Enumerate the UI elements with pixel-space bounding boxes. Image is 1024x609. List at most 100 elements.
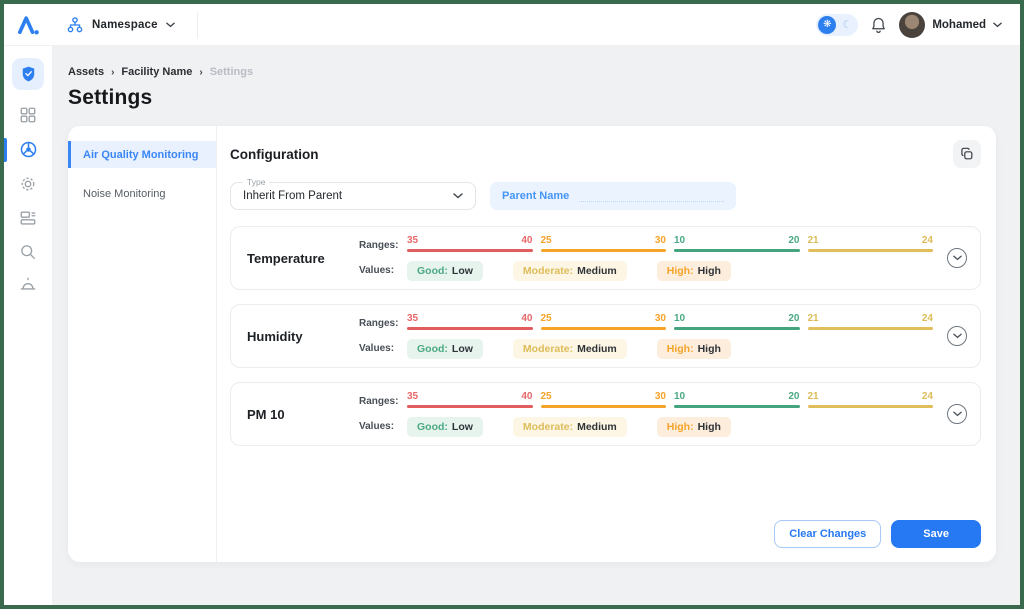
value-chip-moderate: Moderate: Medium bbox=[512, 338, 627, 359]
value-chip-high: High: High bbox=[656, 416, 731, 437]
segment-min: 25 bbox=[540, 312, 552, 324]
shield-icon bbox=[22, 66, 34, 82]
breadcrumb-facility-name[interactable]: Facility Name bbox=[121, 66, 193, 78]
expand-chevron-button[interactable] bbox=[947, 404, 967, 424]
chevron-down-icon bbox=[952, 411, 962, 417]
sidebar-item-assets[interactable] bbox=[4, 138, 52, 162]
top-bar: Namespace ❋ ☾ Mohamed bbox=[4, 4, 1020, 46]
tab-noise-monitoring[interactable]: Noise Monitoring bbox=[83, 187, 166, 200]
namespace-selector[interactable]: Namespace bbox=[52, 11, 198, 38]
chevron-down-icon bbox=[952, 255, 962, 261]
alarm-icon bbox=[20, 277, 36, 290]
segment-max: 20 bbox=[788, 234, 800, 246]
metric-card: Humidity Ranges: 35 40 bbox=[230, 304, 981, 368]
segment-bar bbox=[540, 404, 666, 408]
chip-value: Medium bbox=[577, 342, 617, 355]
save-button[interactable]: Save bbox=[891, 520, 981, 548]
sidebar-item-reports[interactable] bbox=[4, 209, 52, 227]
segment-bar bbox=[540, 326, 666, 330]
type-select-value: Inherit From Parent bbox=[243, 190, 343, 202]
chip-label: High: bbox=[666, 342, 694, 355]
settings-tabs: Air Quality Monitoring Noise Monitoring bbox=[68, 126, 216, 562]
values-label: Values: bbox=[359, 264, 395, 276]
value-chip-moderate: Moderate: Medium bbox=[512, 416, 627, 437]
segment-bar bbox=[540, 248, 666, 252]
segment-min: 10 bbox=[674, 390, 686, 402]
expand-chevron-button[interactable] bbox=[947, 326, 967, 346]
tab-air-quality-monitoring[interactable]: Air Quality Monitoring bbox=[68, 141, 216, 168]
parent-name-value: Parent Name bbox=[502, 190, 570, 202]
ranges-label: Ranges: bbox=[359, 395, 399, 407]
value-chip-high: High: High bbox=[656, 338, 731, 359]
light-theme-sun-icon[interactable]: ❋ bbox=[818, 15, 837, 34]
settings-panel: Air Quality Monitoring Noise Monitoring … bbox=[68, 126, 996, 562]
chevron-down-icon bbox=[952, 333, 962, 339]
chip-value: Low bbox=[451, 420, 473, 433]
segment-max: 30 bbox=[654, 390, 666, 402]
sidebar-item-shield[interactable] bbox=[4, 58, 52, 90]
segment-bar bbox=[674, 404, 800, 408]
chevron-down-icon bbox=[453, 193, 463, 199]
chip-value: High bbox=[697, 264, 721, 277]
values-label: Values: bbox=[359, 420, 395, 432]
copy-config-button[interactable] bbox=[953, 140, 981, 168]
segment-max: 24 bbox=[921, 390, 933, 402]
breadcrumb-assets[interactable]: Assets bbox=[68, 66, 105, 78]
layout-list-icon bbox=[20, 211, 36, 225]
range-segment-green: 10 20 bbox=[674, 234, 800, 252]
range-segment-orange: 25 30 bbox=[540, 390, 666, 408]
notification-bell-icon[interactable] bbox=[870, 16, 887, 34]
namespace-label: Namespace bbox=[92, 18, 158, 31]
value-chip-good: Good: Low bbox=[407, 260, 483, 281]
value-chip-good: Good: Low bbox=[407, 338, 483, 359]
segment-bar bbox=[807, 326, 933, 330]
type-select[interactable]: Type Inherit From Parent bbox=[230, 177, 476, 210]
range-segment-green: 10 20 bbox=[674, 390, 800, 408]
range-bar: 35 40 25 30 bbox=[407, 312, 933, 330]
avatar[interactable] bbox=[899, 11, 926, 38]
chip-label: Moderate: bbox=[522, 420, 574, 433]
footer-actions: Clear Changes Save bbox=[230, 520, 981, 550]
chevron-down-icon bbox=[165, 22, 175, 27]
expand-chevron-button[interactable] bbox=[947, 248, 967, 268]
ranges-label: Ranges: bbox=[359, 317, 399, 329]
segment-bar bbox=[407, 248, 533, 252]
clear-changes-button[interactable]: Clear Changes bbox=[774, 520, 882, 548]
sidebar bbox=[4, 46, 52, 605]
range-segment-orange: 25 30 bbox=[540, 235, 666, 252]
range-segment-red: 35 40 bbox=[407, 234, 533, 252]
copy-icon bbox=[961, 147, 973, 160]
segment-min: 10 bbox=[674, 312, 686, 324]
user-menu[interactable]: Mohamed bbox=[899, 11, 1002, 38]
range-segment-red: 35 40 bbox=[407, 312, 533, 330]
page-title: Settings bbox=[68, 86, 153, 109]
dashboard-grid-icon bbox=[20, 107, 36, 123]
sidebar-item-alarms[interactable] bbox=[4, 277, 52, 293]
theme-toggle[interactable]: ❋ ☾ bbox=[816, 13, 859, 36]
segment-min: 10 bbox=[674, 234, 686, 246]
chip-value: High bbox=[697, 342, 721, 355]
range-segment-gold: 21 24 bbox=[807, 234, 933, 252]
sidebar-item-search[interactable] bbox=[4, 243, 52, 261]
sidebar-item-dashboard[interactable] bbox=[4, 106, 52, 124]
sidebar-item-settings[interactable] bbox=[4, 175, 52, 193]
chip-label: Good: bbox=[417, 420, 448, 433]
segment-max: 24 bbox=[921, 312, 933, 324]
segment-min: 35 bbox=[407, 234, 419, 246]
metric-name: Temperature bbox=[247, 250, 325, 266]
segment-min: 25 bbox=[540, 390, 552, 402]
segment-min: 21 bbox=[807, 390, 819, 402]
range-segment-green: 10 20 bbox=[674, 312, 800, 330]
segment-min: 35 bbox=[407, 390, 419, 402]
gear-icon bbox=[21, 177, 35, 191]
chip-label: Good: bbox=[417, 342, 448, 355]
dark-theme-moon-icon[interactable]: ☾ bbox=[842, 19, 853, 31]
segment-min: 21 bbox=[807, 234, 819, 246]
segment-max: 40 bbox=[521, 312, 533, 324]
namespace-hierarchy-icon bbox=[67, 16, 83, 32]
segment-max: 20 bbox=[788, 312, 800, 324]
app-logo[interactable] bbox=[4, 15, 52, 35]
segment-min: 21 bbox=[807, 312, 819, 324]
parent-name-field[interactable]: Parent Name bbox=[490, 182, 736, 210]
configuration-section: Configuration Type Inherit From Parent bbox=[217, 126, 996, 562]
